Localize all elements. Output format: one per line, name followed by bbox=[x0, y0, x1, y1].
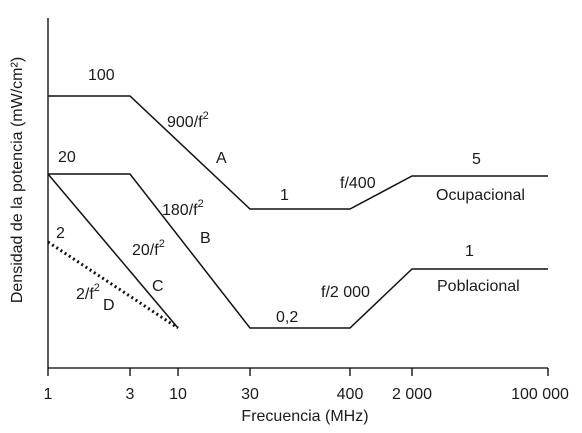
x-axis-title: Frecuencia (MHz) bbox=[241, 408, 368, 425]
x-ticks: 1 3 10 30 400 2 000 100 000 bbox=[44, 368, 569, 403]
label-900-over-f2: 900/f2 bbox=[167, 110, 209, 131]
label-100: 100 bbox=[88, 67, 115, 84]
label-D: D bbox=[103, 297, 115, 314]
x-tick-label: 100 000 bbox=[511, 386, 569, 403]
series-line-ocupacional bbox=[48, 95, 548, 210]
label-B: B bbox=[200, 230, 211, 247]
label-180-over-f2: 180/f2 bbox=[162, 198, 204, 219]
label-5: 5 bbox=[472, 151, 481, 168]
series-line-d bbox=[47, 240, 179, 330]
label-20: 20 bbox=[58, 149, 76, 166]
label-f-400: f/400 bbox=[340, 175, 376, 192]
label-1-poblacional: 1 bbox=[465, 243, 474, 260]
label-ocupacional: Ocupacional bbox=[436, 187, 525, 204]
y-axis-title: Densidad de la potencia (mW/cm²) bbox=[9, 57, 26, 303]
label-20-over-f2: 20/f2 bbox=[132, 238, 165, 259]
label-poblacional: Poblacional bbox=[437, 278, 520, 295]
label-2: 2 bbox=[56, 225, 65, 242]
x-tick-label: 1 bbox=[44, 386, 53, 403]
x-tick-label: 3 bbox=[126, 386, 135, 403]
x-tick-label: 2 000 bbox=[392, 386, 432, 403]
label-1-ocupacional: 1 bbox=[280, 187, 289, 204]
label-C: C bbox=[152, 278, 164, 295]
series-line-c bbox=[47, 173, 179, 329]
series-line-poblacional bbox=[48, 173, 548, 329]
label-0-2: 0,2 bbox=[276, 309, 298, 326]
x-tick-label: 10 bbox=[169, 386, 187, 403]
label-2-over-f2: 2/f2 bbox=[76, 282, 100, 303]
label-f-2000: f/2 000 bbox=[321, 284, 370, 301]
label-A: A bbox=[216, 150, 227, 167]
x-tick-label: 30 bbox=[241, 386, 259, 403]
series-group bbox=[47, 95, 548, 330]
x-tick-label: 400 bbox=[337, 386, 364, 403]
